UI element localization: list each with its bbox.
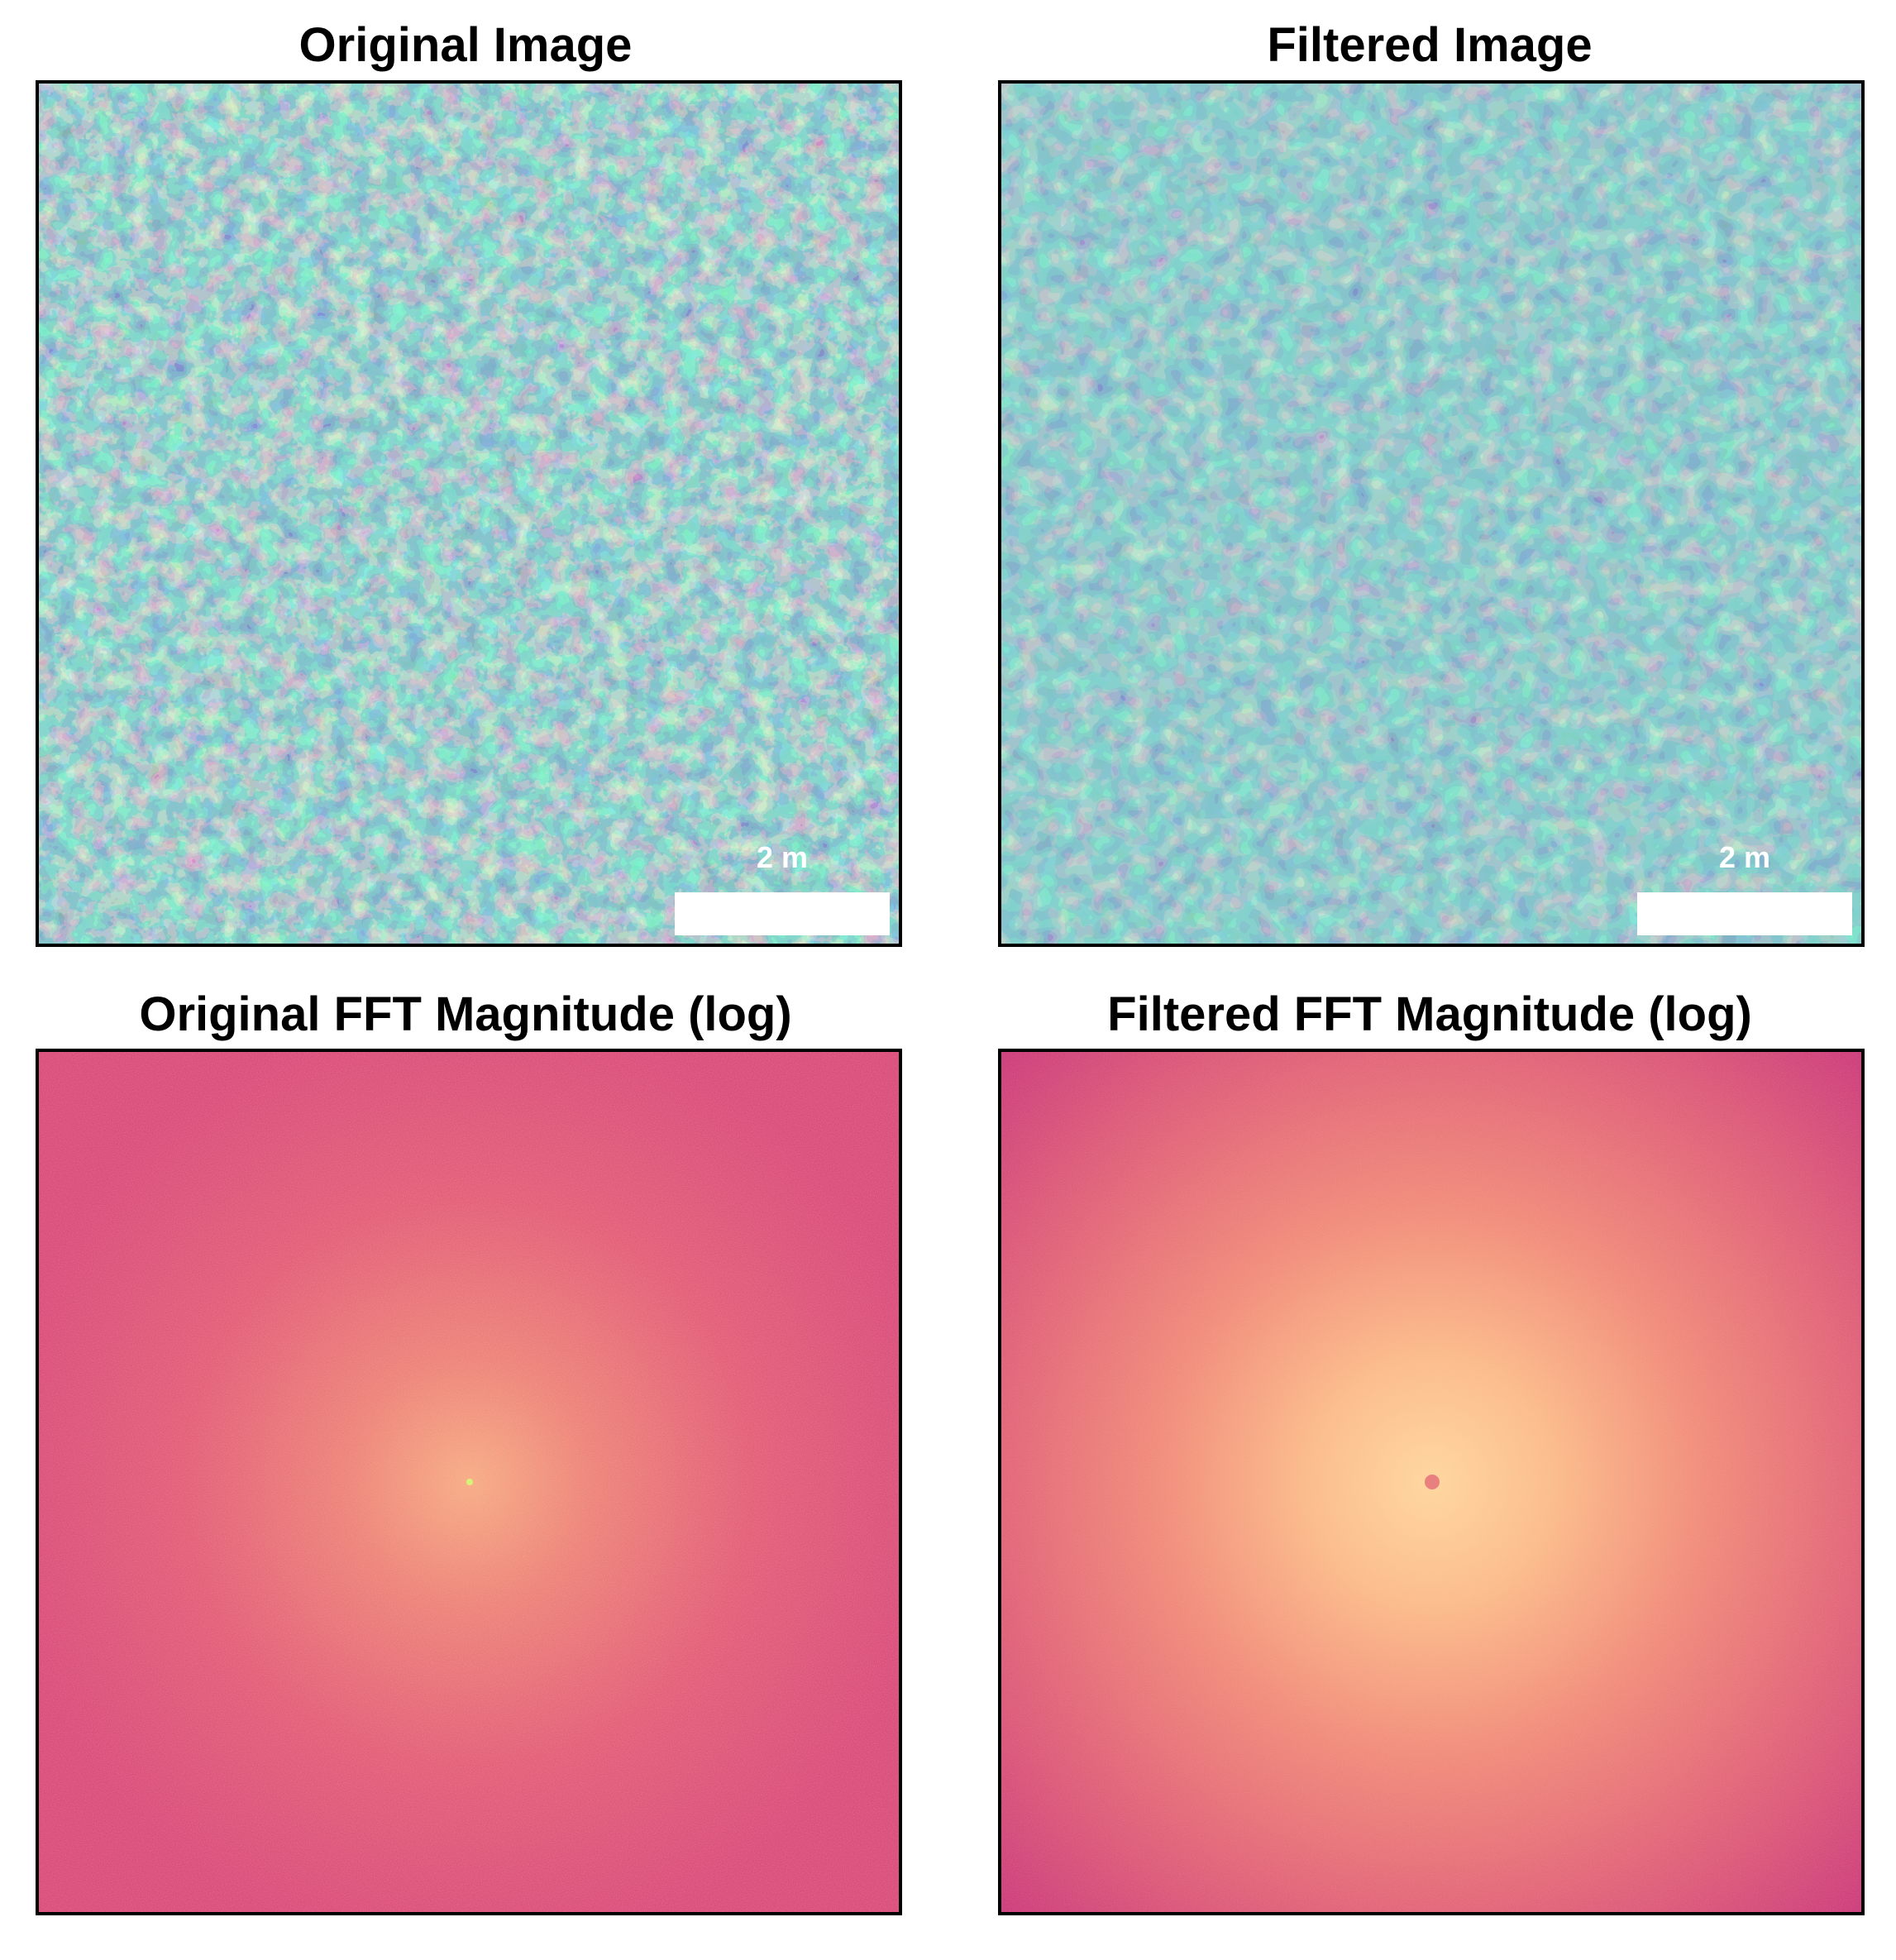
- original-fft-spectrum: [39, 1052, 899, 1912]
- filtered-image-panel: 2 m: [998, 80, 1865, 947]
- filtered-image-texture: [1001, 84, 1861, 944]
- panel-title-original-image: Original Image: [298, 18, 633, 72]
- original-fft-panel: [36, 1049, 902, 1915]
- panel-title-filtered-image: Filtered Image: [1267, 18, 1593, 72]
- original-image-panel: 2 m: [36, 80, 902, 947]
- panel-title-filtered-fft: Filtered FFT Magnitude (log): [1107, 987, 1752, 1041]
- scalebar-label-original: 2 m: [756, 840, 809, 874]
- original-image-texture: [39, 84, 899, 944]
- scalebar-filtered: [1637, 892, 1852, 935]
- dc-component-marker: [466, 1479, 473, 1485]
- filtered-fft-panel: [998, 1049, 1865, 1915]
- filtered-fft-spectrum: [1001, 1052, 1861, 1912]
- scalebar-original: [675, 892, 890, 935]
- scalebar-label-filtered: 2 m: [1718, 840, 1771, 874]
- dc-component-marker: [1425, 1475, 1440, 1489]
- panel-title-original-fft: Original FFT Magnitude (log): [139, 987, 792, 1041]
